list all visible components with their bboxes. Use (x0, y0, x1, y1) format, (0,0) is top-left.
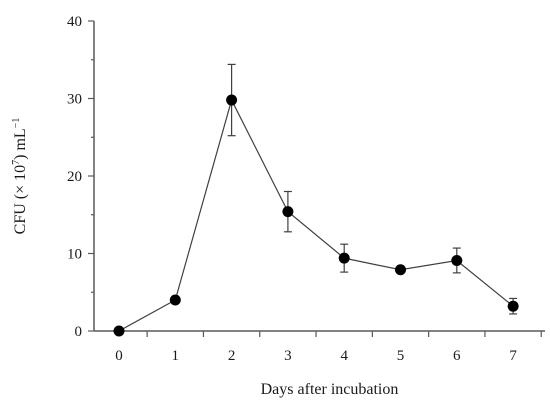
x-tick-label: 4 (340, 348, 348, 364)
x-tick-label: 1 (172, 348, 180, 364)
data-point (338, 252, 350, 264)
series-layer (113, 63, 519, 337)
y-axis-title-exp: 7 (11, 160, 22, 165)
x-tick-label: 7 (509, 348, 517, 364)
data-point (395, 264, 406, 276)
data-point (451, 254, 463, 266)
x-tick-label: 5 (397, 348, 405, 364)
x-axis-title: Days after incubation (261, 381, 399, 398)
data-point (507, 300, 519, 312)
y-tick-label: 20 (67, 169, 82, 185)
y-axis-title: CFU (× 107) mL−1 (11, 118, 29, 235)
y-tick-label: 40 (67, 14, 82, 30)
series-line (118, 98, 514, 332)
x-tick-label: 0 (115, 348, 123, 364)
y-axis-title-unit: ) mL (12, 128, 29, 160)
data-point (282, 206, 294, 218)
data-point (169, 294, 181, 306)
data-point (113, 325, 125, 337)
x-tick-label: 6 (453, 348, 461, 364)
y-axis-title-unit-exp: −1 (11, 118, 22, 129)
x-tick-label: 2 (228, 348, 236, 364)
tick-labels-layer: 0 10 20 30 40 0 1 2 3 4 5 6 7 (67, 14, 517, 364)
y-tick-label: 30 (67, 92, 82, 108)
x-tick-label: 3 (284, 348, 292, 364)
y-tick-label: 10 (67, 247, 82, 263)
ticks-layer (88, 20, 542, 337)
y-tick-label: 0 (75, 324, 83, 340)
y-axis-title-main: CFU (× 10 (12, 165, 29, 234)
data-point (226, 94, 238, 106)
